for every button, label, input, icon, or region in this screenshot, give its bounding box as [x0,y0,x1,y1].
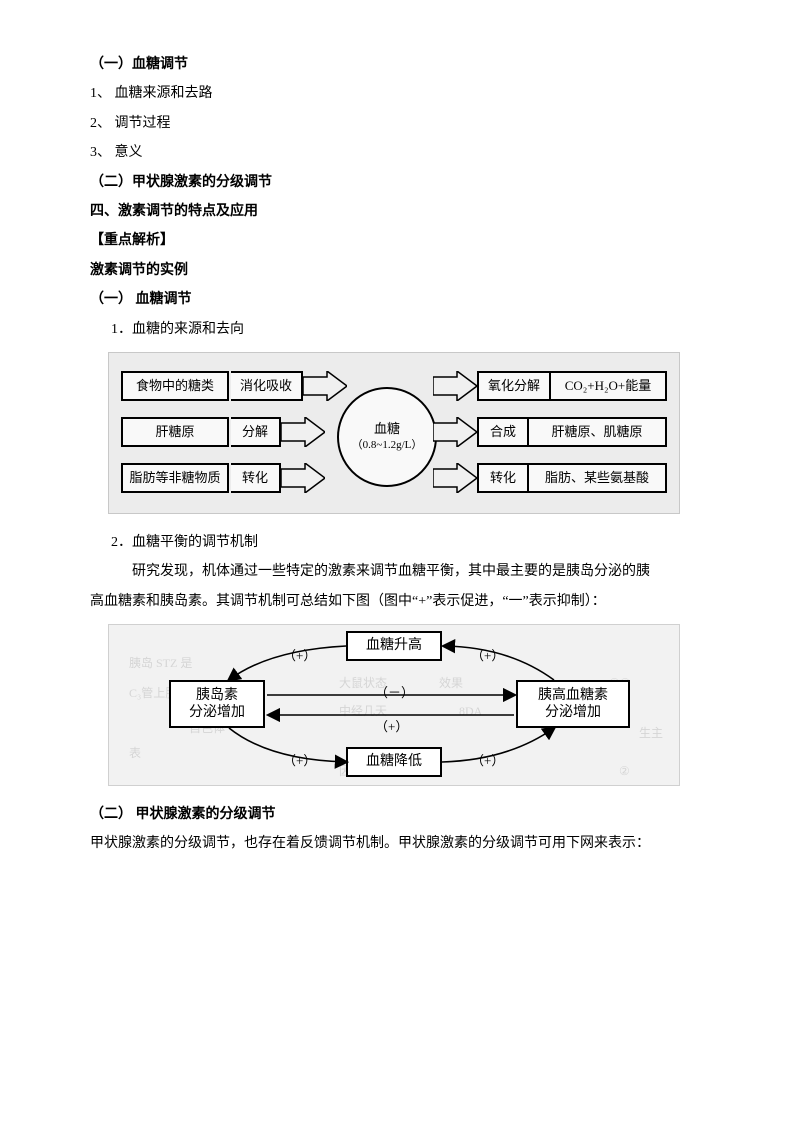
d1-center-circle: 血糖 （0.8~1.2g/L） [337,387,437,487]
d1-left-arrowlabel-0: 消化吸收 [231,371,303,401]
d1-arrow-in-1 [281,417,325,447]
heading-5: 激素调节的实例 [90,256,710,285]
d2-sign-plus: （+） [471,642,504,669]
list-item-3: 3、 意义 [90,138,710,167]
d2-sign-plus: （+） [471,747,504,774]
heading-4: 【重点解析】 [90,226,710,255]
d1-right-box-1: 肝糖原、肌糖原 [527,417,667,447]
document-page: （一）血糖调节 1、 血糖来源和去路 2、 调节过程 3、 意义 （二）甲状腺激… [0,0,800,899]
d1-right-box-2: 脂肪、某些氨基酸 [527,463,667,493]
d1-right-box-0: CO₂+H₂O+能量 [549,371,667,401]
d1-right-arrowlabel-0: 氧化分解 [477,371,549,401]
d1-left-box-0: 食物中的糖类 [121,371,229,401]
d1-left-box-2: 脂肪等非糖物质 [121,463,229,493]
d1-right-arrowlabel-1: 合成 [477,417,527,447]
d1-center-line1: 血糖 [374,421,400,438]
d1-center-line2: （0.8~1.2g/L） [352,438,423,452]
d1-arrow-out-2 [433,463,477,493]
d1-arrow-in-0 [303,371,347,401]
list-item-1: 1、 血糖来源和去路 [90,79,710,108]
list-item-2: 2、 调节过程 [90,109,710,138]
d2-sign-plus: （+） [283,642,316,669]
heading-7: （二） 甲状腺激素的分级调节 [90,800,710,829]
d1-arrow-in-2 [281,463,325,493]
para-3b: 高血糖素和胰岛素。其调节机制可总结如下图（图中“+”表示促进，“一”表示抑制）： [90,587,710,616]
d1-left-box-1: 肝糖原 [121,417,229,447]
heading-1: （一）血糖调节 [90,50,710,79]
d1-left-arrowlabel-1: 分解 [231,417,281,447]
diagram-blood-sugar-sources: 食物中的糖类 肝糖原 脂肪等非糖物质 消化吸收 分解 转化 血糖 （0.8~1.… [108,352,680,514]
para-2: 2．血糖平衡的调节机制 [90,528,710,557]
para-1: 1．血糖的来源和去向 [90,315,710,344]
d2-sign-minus: （－） [375,679,414,706]
d1-arrow-out-0 [433,371,477,401]
heading-3: 四、激素调节的特点及应用 [90,197,710,226]
diagram-feedback-loop: 胰岛 STZ 是 C₃管上腺 自色体 表 大鼠状态 中经几天 8DA 效果 ③④… [108,624,680,786]
d2-sign-plus: （+） [375,713,408,740]
para-3a: 研究发现，机体通过一些特定的激素来调节血糖平衡，其中最主要的是胰岛分泌的胰 [90,557,710,586]
heading-2: （二）甲状腺激素的分级调节 [90,168,710,197]
heading-6: （一） 血糖调节 [90,285,710,314]
d1-left-arrowlabel-2: 转化 [231,463,281,493]
d1-right-arrowlabel-2: 转化 [477,463,527,493]
d2-sign-plus: （+） [283,747,316,774]
d1-arrow-out-1 [433,417,477,447]
para-4: 甲状腺激素的分级调节，也存在着反馈调节机制。甲状腺激素的分级调节可用下网来表示： [90,829,710,858]
